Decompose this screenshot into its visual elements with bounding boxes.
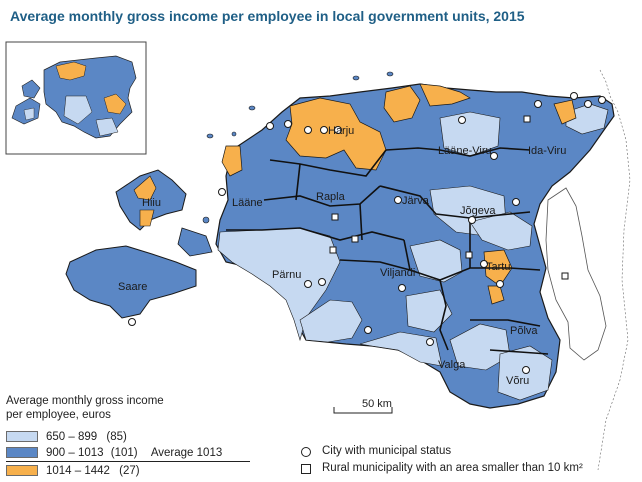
light-class-areas [217, 103, 609, 401]
label-hiiu: Hiiu [142, 197, 161, 209]
scale-bar: 50 km [332, 398, 396, 418]
label-voru: Võru [506, 375, 529, 387]
legend-city-symbol [301, 447, 311, 457]
label-viljandi: Viljandi [380, 267, 415, 279]
label-polva: Põlva [510, 325, 538, 337]
orange-class-areas [221, 83, 577, 305]
label-harju: Harju [328, 125, 354, 137]
label-tartu: Tartu [486, 261, 510, 273]
legend-average-line [6, 461, 250, 462]
legend-range-low: 650 – 899 [46, 431, 98, 443]
map-title: Average monthly gross income per employe… [10, 8, 525, 24]
legend-average-note: Average 1013 [150, 447, 223, 459]
label-jarva: Järva [402, 195, 430, 207]
legend-swatch-mid [6, 447, 38, 458]
legend-rural-symbol [301, 464, 311, 474]
label-jogeva: Jõgeva [460, 205, 496, 217]
legend-count-mid: (101) [110, 447, 138, 459]
legend-swatch-low [6, 431, 38, 442]
legend-count-low: (85) [106, 431, 127, 443]
county-boundaries [226, 147, 549, 355]
legend-title-line1: Average monthly gross income [6, 395, 164, 407]
legend-swatch-high [6, 465, 38, 476]
small-islands [202, 71, 394, 224]
label-ida-viru: Ida-Viru [528, 145, 566, 157]
legend-city-label: City with municipal status [322, 445, 452, 457]
label-laane: Lääne [232, 197, 263, 209]
city-markers [128, 92, 606, 374]
legend-range-mid: 900 – 1013 [46, 447, 104, 459]
region-labels: Harju Lääne-Viru Ida-Viru Hiiu Lääne Rap… [118, 125, 566, 387]
legend-range-high: 1014 – 1442 [46, 465, 110, 477]
legend-rural-label: Rural municipality with an area smaller … [322, 462, 583, 474]
label-valga: Valga [438, 359, 466, 371]
scale-ruler [333, 407, 393, 414]
scale-label: 50 km [362, 398, 392, 410]
saare-island [65, 245, 197, 319]
label-saare: Saare [118, 281, 147, 293]
label-rapla: Rapla [316, 191, 346, 203]
border-line [597, 69, 631, 471]
inset-map [5, 41, 147, 155]
legend-title-line2: per employee, euros [6, 409, 111, 421]
hiiu-island [115, 169, 187, 231]
label-parnu: Pärnu [272, 269, 301, 281]
rural-markers [329, 115, 569, 280]
lake-peipus [545, 187, 607, 361]
label-laane-viru: Lääne-Viru [438, 145, 492, 157]
legend-count-high: (27) [119, 465, 140, 477]
